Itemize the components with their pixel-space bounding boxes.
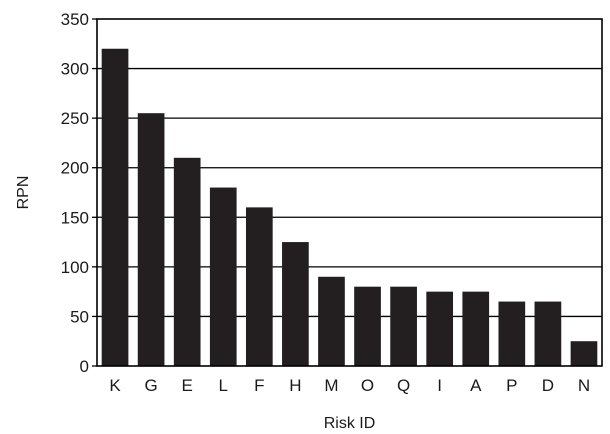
x-tick-label: N	[578, 376, 590, 395]
x-tick-label: E	[182, 376, 193, 395]
x-tick-label: I	[437, 376, 442, 395]
bar-L	[209, 187, 237, 366]
bar-F	[245, 207, 273, 366]
y-tick-label: 300	[61, 60, 89, 79]
bars	[101, 48, 598, 366]
bar-K	[101, 48, 129, 366]
x-tick-label: H	[289, 376, 301, 395]
y-tick-label: 150	[61, 208, 89, 227]
bar-Q	[390, 286, 417, 366]
y-tick-label: 50	[70, 307, 89, 326]
bar-G	[137, 113, 165, 366]
plot-frame	[96, 18, 603, 367]
y-tick-label: 350	[61, 10, 89, 29]
x-tick-label: K	[109, 376, 121, 395]
bar-A	[462, 291, 490, 366]
bar-I	[426, 291, 454, 366]
y-tick-label: 100	[61, 258, 89, 277]
x-tick-label: G	[144, 376, 157, 395]
bar-M	[318, 276, 345, 366]
x-tick-label: Q	[397, 376, 410, 395]
bar-N	[570, 341, 598, 366]
bar-E	[173, 157, 201, 366]
y-tick-label: 0	[80, 357, 89, 376]
y-axis-title: RPN	[15, 176, 32, 210]
y-tick-labels: 0 50 100 150 200 250 300 350	[61, 10, 89, 376]
y-tick-label: 250	[61, 109, 89, 128]
x-tick-label: P	[506, 376, 517, 395]
bar-D	[534, 301, 562, 366]
bar-P	[498, 301, 526, 366]
y-tick-label: 200	[61, 159, 89, 178]
x-tick-label: L	[219, 376, 228, 395]
x-axis-title: Risk ID	[324, 415, 376, 432]
bar-O	[354, 286, 381, 366]
x-tick-label: A	[470, 376, 482, 395]
x-tick-label: M	[324, 376, 338, 395]
bar-H	[282, 242, 309, 366]
x-tick-label: F	[254, 376, 264, 395]
x-tick-label: O	[361, 376, 374, 395]
x-tick-label: D	[542, 376, 554, 395]
grid-lines	[92, 18, 602, 367]
